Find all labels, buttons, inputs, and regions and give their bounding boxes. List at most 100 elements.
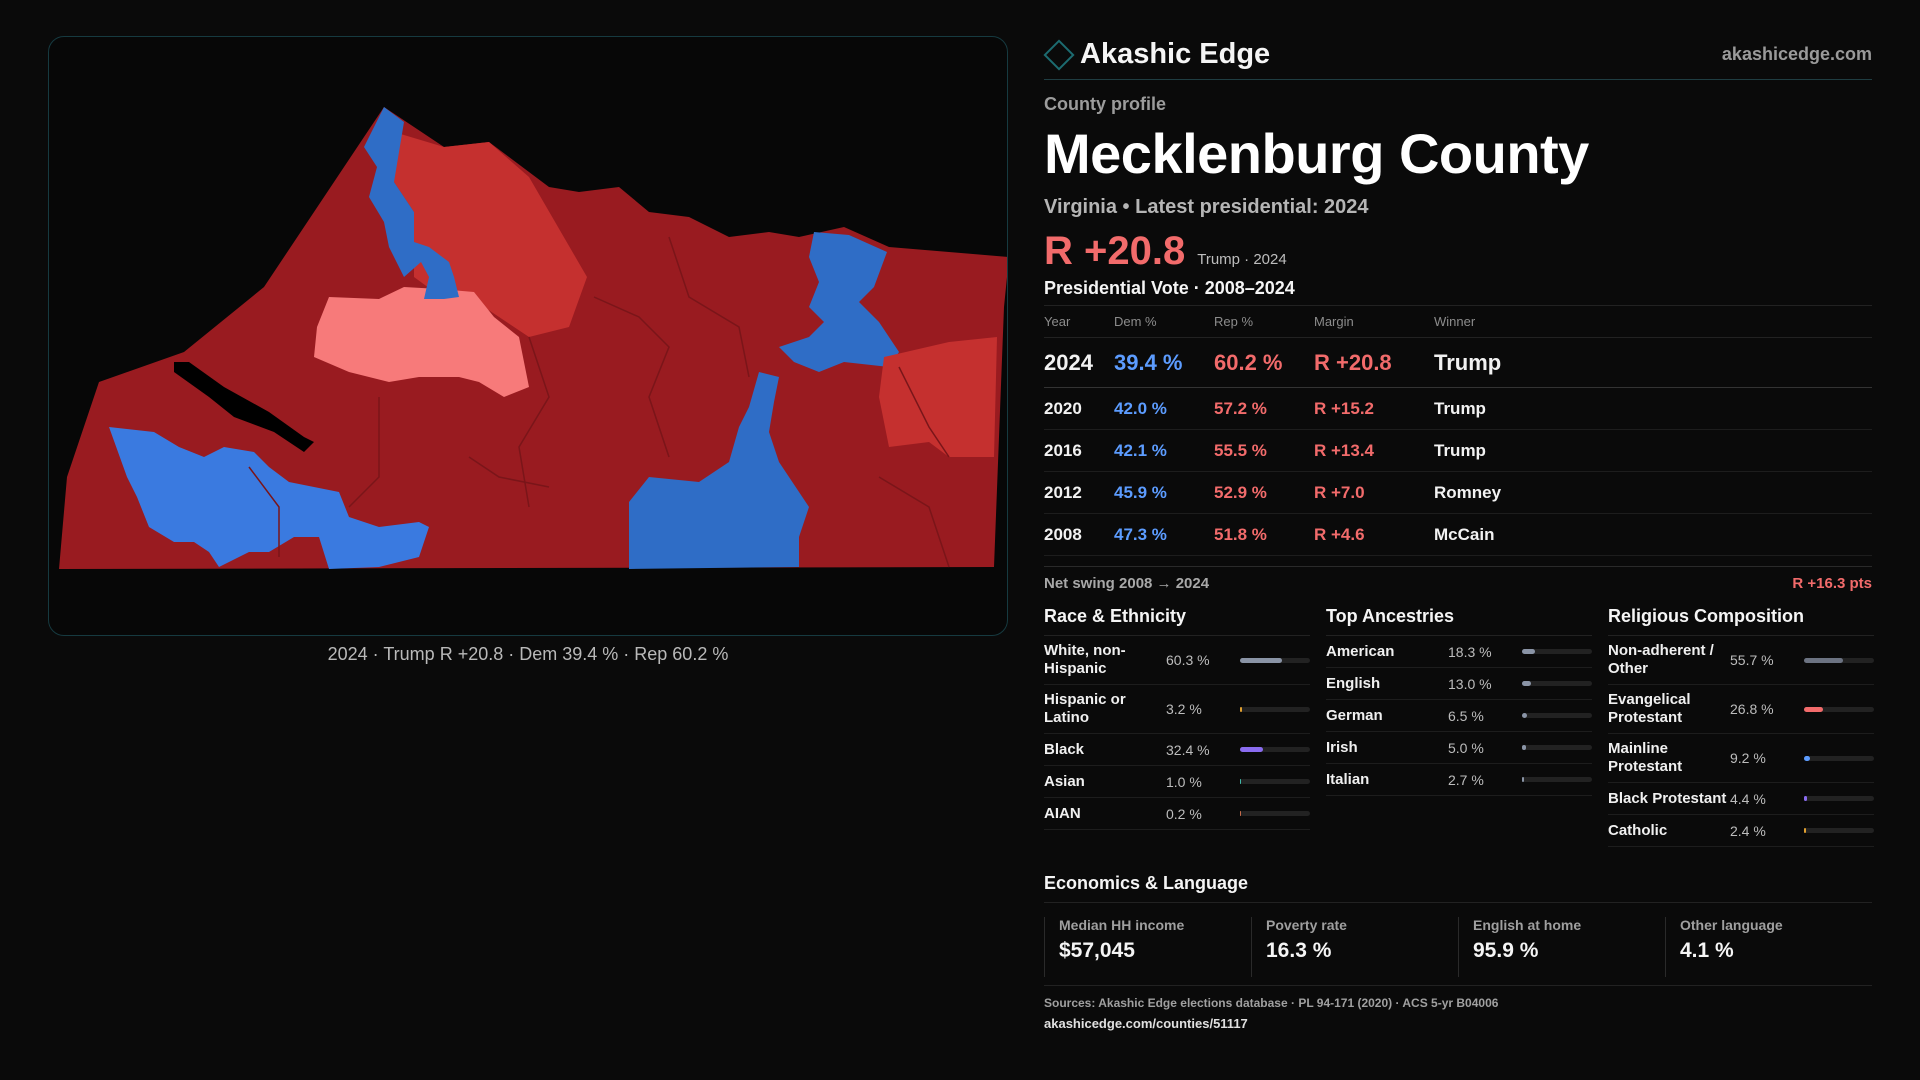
demo-label: Black Protestant bbox=[1608, 789, 1727, 807]
race-row: White, non-Hispanic 60.3 % bbox=[1044, 636, 1310, 685]
dem-cell: 42.1 % bbox=[1114, 429, 1214, 472]
column-header-year: Year bbox=[1044, 305, 1114, 338]
demo-value: 0.2 % bbox=[1166, 805, 1202, 822]
demo-label: Black bbox=[1044, 740, 1085, 758]
share-bar-fill bbox=[1522, 745, 1526, 750]
share-bar-fill bbox=[1804, 657, 1843, 663]
rep-cell: 55.5 % bbox=[1214, 429, 1314, 472]
race-section-title: Race & Ethnicity bbox=[1044, 606, 1310, 636]
religion-row: Evangelical Protestant 26.8 % bbox=[1608, 685, 1874, 734]
rep-cell: 57.2 % bbox=[1214, 387, 1314, 430]
demo-value: 60.3 % bbox=[1166, 652, 1210, 668]
winner-cell: Romney bbox=[1434, 471, 1872, 514]
demo-value: 3.2 % bbox=[1166, 701, 1202, 717]
share-bar-fill bbox=[1522, 777, 1524, 782]
share-bar bbox=[1522, 777, 1592, 782]
share-bar-fill bbox=[1240, 706, 1243, 712]
demo-label: German bbox=[1326, 706, 1383, 724]
column-header-rep: Rep % bbox=[1214, 305, 1314, 338]
religion-row: Non-adherent / Other 55.7 % bbox=[1608, 636, 1874, 685]
precinct-map-svg[interactable] bbox=[49, 37, 1008, 636]
margin-cell: R +4.6 bbox=[1314, 513, 1434, 556]
demo-label: Evangelical Protestant bbox=[1608, 691, 1691, 726]
year-cell: 2024 bbox=[1044, 337, 1114, 388]
demo-label: Italian bbox=[1326, 770, 1370, 788]
margin-cell: R +20.8 bbox=[1314, 337, 1434, 388]
demo-value: 1.0 % bbox=[1166, 773, 1202, 790]
demo-value: 13.0 % bbox=[1448, 675, 1492, 692]
share-bar bbox=[1240, 811, 1310, 816]
share-bar bbox=[1240, 747, 1310, 752]
map-region-dem-east[interactable] bbox=[779, 232, 899, 372]
demo-value: 2.7 % bbox=[1448, 771, 1484, 788]
share-bar bbox=[1804, 706, 1874, 712]
map-river bbox=[174, 362, 314, 452]
table-row[interactable]: 2020 42.0 % 57.2 % R +15.2 Trump bbox=[1044, 387, 1872, 430]
county-url-link[interactable]: akashicedge.com/counties/51117 bbox=[1044, 1016, 1248, 1031]
share-bar-fill bbox=[1240, 657, 1283, 663]
table-header-row: Year Dem % Rep % Margin Winner bbox=[1044, 305, 1872, 338]
rep-cell: 51.8 % bbox=[1214, 513, 1314, 556]
site-link[interactable]: akashicedge.com bbox=[1721, 44, 1872, 64]
net-swing-row: Net swing 2008 → 2024 R +16.3 pts bbox=[1044, 566, 1872, 592]
column-header-winner: Winner bbox=[1434, 305, 1872, 338]
profile-kicker: County profile bbox=[1044, 94, 1166, 114]
presidential-vote-table: Year Dem % Rep % Margin Winner 2024 39.4… bbox=[1044, 305, 1872, 556]
margin-cell: R +13.4 bbox=[1314, 429, 1434, 472]
winner-cell: Trump bbox=[1434, 337, 1872, 388]
share-bar-fill bbox=[1240, 779, 1242, 784]
ancestry-row: Irish 5.0 % bbox=[1326, 732, 1592, 764]
demo-value: 55.7 % bbox=[1730, 652, 1774, 668]
year-cell: 2020 bbox=[1044, 387, 1114, 430]
ancestry-section: Top Ancestries American 18.3 % English 13.0… bbox=[1326, 606, 1592, 847]
demo-label: Catholic bbox=[1608, 821, 1668, 839]
religion-section: Religious Composition Non-adherent / Oth… bbox=[1608, 606, 1874, 847]
economics-grid: Median HH income $57,045 Poverty rate 16… bbox=[1044, 917, 1872, 977]
table-row[interactable]: 2008 47.3 % 51.8 % R +4.6 McCain bbox=[1044, 513, 1872, 556]
ancestry-row: German 6.5 % bbox=[1326, 700, 1592, 732]
margin-cell: R +7.0 bbox=[1314, 471, 1434, 514]
share-bar-fill bbox=[1804, 755, 1811, 761]
map-caption: 2024 · Trump R +20.8 · Dem 39.4 % · Rep … bbox=[327, 644, 729, 664]
demo-label: Non-adherent / Other bbox=[1608, 642, 1714, 677]
map-region-dem-north[interactable] bbox=[364, 107, 459, 299]
econ-label: Poverty rate bbox=[1266, 917, 1347, 933]
winner-cell: Trump bbox=[1434, 429, 1872, 472]
hero-margin-row: R +20.8 Trump · 2024 bbox=[1044, 229, 1872, 274]
table-row[interactable]: 2012 45.9 % 52.9 % R +7.0 Romney bbox=[1044, 471, 1872, 514]
demo-value: 9.2 % bbox=[1730, 750, 1766, 766]
demo-label: White, non-Hispanic bbox=[1044, 642, 1126, 677]
econ-value: 4.1 % bbox=[1680, 939, 1734, 962]
share-bar-fill bbox=[1804, 828, 1806, 833]
share-bar bbox=[1522, 681, 1592, 686]
dem-cell: 42.0 % bbox=[1114, 387, 1214, 430]
dem-cell: 39.4 % bbox=[1114, 337, 1214, 388]
share-bar-fill bbox=[1522, 681, 1532, 686]
map-region-likely-east[interactable] bbox=[879, 337, 997, 457]
year-cell: 2012 bbox=[1044, 471, 1114, 514]
share-bar bbox=[1240, 657, 1310, 663]
brand-name[interactable]: Akashic Edge bbox=[1080, 38, 1271, 70]
vote-section-title: Presidential Vote · 2008–2024 bbox=[1044, 278, 1295, 298]
dem-cell: 45.9 % bbox=[1114, 471, 1214, 514]
share-bar bbox=[1804, 796, 1874, 801]
econ-value: 95.9 % bbox=[1473, 939, 1539, 962]
religion-row: Mainline Protestant 9.2 % bbox=[1608, 734, 1874, 783]
demo-label: Mainline Protestant bbox=[1608, 740, 1683, 775]
demo-value: 18.3 % bbox=[1448, 643, 1492, 660]
table-row[interactable]: 2016 42.1 % 55.5 % R +13.4 Trump bbox=[1044, 429, 1872, 472]
hero-margin: R +20.8 bbox=[1044, 229, 1186, 273]
map-region-dem-south[interactable] bbox=[629, 372, 809, 569]
winner-cell: Trump bbox=[1434, 387, 1872, 430]
econ-stat-english: English at home 95.9 % bbox=[1458, 917, 1665, 977]
econ-label: Other language bbox=[1680, 917, 1783, 933]
county-profile-panel: Akashic Edge akashicedge.com County prof… bbox=[1043, 36, 1874, 1031]
share-bar-fill bbox=[1804, 796, 1808, 801]
demo-label: English bbox=[1326, 674, 1381, 692]
table-row[interactable]: 2024 39.4 % 60.2 % R +20.8 Trump bbox=[1044, 337, 1872, 388]
share-bar-fill bbox=[1522, 713, 1527, 718]
map-region-dem-southwest[interactable] bbox=[109, 427, 429, 569]
county-map[interactable] bbox=[48, 36, 1008, 636]
share-bar bbox=[1522, 713, 1592, 718]
map-region-lean[interactable] bbox=[314, 287, 529, 397]
